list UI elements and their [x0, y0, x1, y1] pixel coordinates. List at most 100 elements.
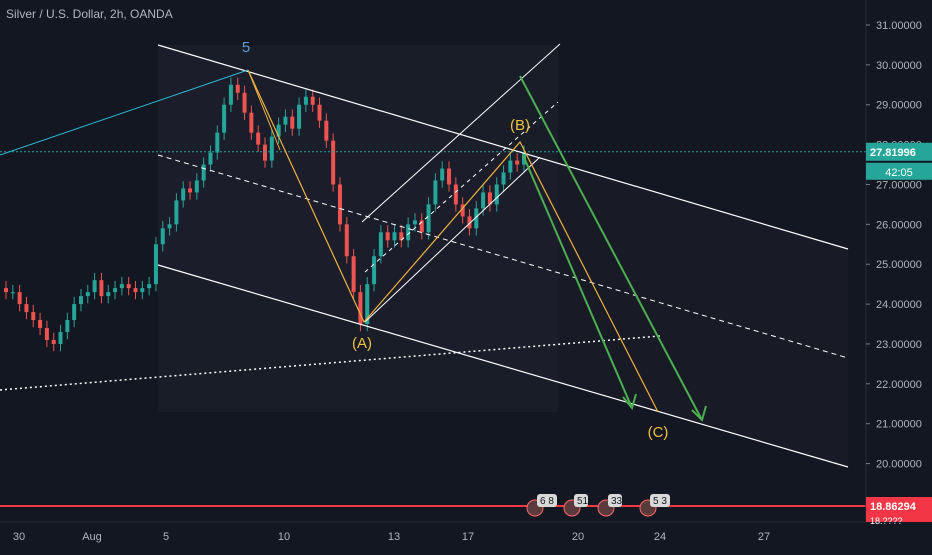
- candle-body: [242, 92, 247, 113]
- up-channel-midline: [364, 101, 559, 273]
- candle-body: [24, 304, 29, 313]
- candle-body: [58, 331, 63, 344]
- projection-arrow-2: [522, 154, 633, 409]
- candle-body: [283, 116, 288, 125]
- candle-body: [515, 160, 520, 165]
- price-tick-label: 31.00000: [876, 20, 922, 32]
- candle-body: [92, 280, 97, 293]
- last-price-label: 27.81996: [870, 147, 916, 159]
- candle-body: [290, 116, 295, 129]
- price-tick-label: 23.00000: [876, 339, 922, 351]
- candle-body: [4, 288, 8, 293]
- candle-body: [51, 339, 56, 344]
- candle-body: [269, 136, 274, 161]
- candle-body: [222, 104, 227, 133]
- candle-body: [160, 228, 165, 245]
- channel-lower-line: [157, 264, 849, 468]
- time-tick-label: 24: [654, 531, 666, 543]
- candle-body: [147, 284, 152, 289]
- channel-midline: [157, 154, 849, 359]
- candle-body: [337, 184, 342, 225]
- candle-body: [440, 168, 445, 181]
- candle-body: [85, 292, 90, 297]
- time-tick-label: 20: [572, 531, 584, 543]
- price-tick-label: 20.00000: [876, 459, 922, 471]
- price-tick-label: 27.00000: [876, 179, 922, 191]
- price-tick-label: 26.00000: [876, 219, 922, 231]
- event-count: 51: [577, 496, 589, 507]
- candle-body: [331, 140, 336, 185]
- candle-body: [317, 104, 322, 121]
- support-price-box: [866, 497, 932, 515]
- candle-body: [65, 320, 70, 332]
- price-tick-label: 25.00000: [876, 259, 922, 271]
- wave-label: (C): [648, 424, 669, 441]
- wave-zigzag: [247, 69, 659, 413]
- price-tick-label: 21.00000: [876, 419, 922, 431]
- candle-body: [501, 172, 506, 185]
- down-channel-fill: [158, 45, 848, 467]
- price-axis-background: [866, 0, 932, 550]
- candle-body: [133, 288, 138, 293]
- time-tick-label: 17: [462, 531, 474, 543]
- event-badge: [574, 494, 588, 507]
- time-axis-background: [0, 522, 932, 550]
- candle-body: [303, 96, 308, 105]
- candle-body: [113, 288, 118, 293]
- support-extra-label: 18.????: [870, 516, 903, 526]
- time-tick-label: 13: [388, 531, 400, 543]
- wave-label: (B): [510, 117, 530, 134]
- candle-body: [297, 104, 302, 129]
- candle-body: [106, 292, 111, 297]
- last-price-box: [866, 142, 932, 161]
- candle-body: [119, 284, 124, 289]
- time-tick-label: 30: [13, 531, 25, 543]
- time-tick-label: Aug: [82, 531, 102, 543]
- candle-body: [426, 204, 431, 233]
- candle-body: [419, 220, 424, 233]
- wave-label: 5: [242, 39, 250, 56]
- up-channel-lower-line: [364, 156, 541, 323]
- candle-body: [153, 244, 158, 285]
- candle-body: [344, 224, 349, 257]
- projection-arrowhead-1: [691, 405, 707, 422]
- candle-body: [481, 192, 486, 209]
- candle-body: [487, 192, 492, 205]
- candle-body: [310, 96, 315, 105]
- candle-body: [263, 144, 267, 161]
- wave-label: (A): [352, 335, 372, 352]
- candle-body: [412, 220, 417, 225]
- candle-body: [194, 180, 199, 193]
- candle-body: [44, 328, 49, 340]
- candle-body: [399, 232, 404, 241]
- support-price-label: 18.86294: [870, 501, 917, 513]
- candle-body: [10, 292, 15, 294]
- projection-arrow-1: [519, 75, 703, 421]
- time-tick-label: 27: [758, 531, 770, 543]
- projection-arrowhead-2: [622, 393, 637, 411]
- candle-body: [467, 216, 472, 229]
- up-channel-upper-line: [361, 43, 561, 223]
- price-tick-label: 24.00000: [876, 299, 922, 311]
- candle-body: [17, 292, 22, 305]
- candle-body: [38, 320, 43, 329]
- candle-body: [208, 152, 213, 165]
- candle-body: [256, 132, 261, 145]
- candle-body: [181, 188, 186, 201]
- candle-body: [365, 284, 370, 325]
- candle-body: [188, 188, 193, 193]
- candle-body: [126, 284, 131, 289]
- price-tick-label: 22.00000: [876, 379, 922, 391]
- candle-body: [474, 208, 479, 229]
- event-badge: [537, 494, 557, 507]
- event-badge: [650, 494, 670, 507]
- channel-upper-line: [157, 44, 849, 250]
- candle-body: [31, 312, 36, 321]
- candle-body: [378, 232, 383, 257]
- diagonal-support-line: [0, 335, 661, 391]
- candle-body: [494, 184, 499, 205]
- candle-body: [72, 304, 77, 321]
- event-count: 5 3: [653, 496, 667, 507]
